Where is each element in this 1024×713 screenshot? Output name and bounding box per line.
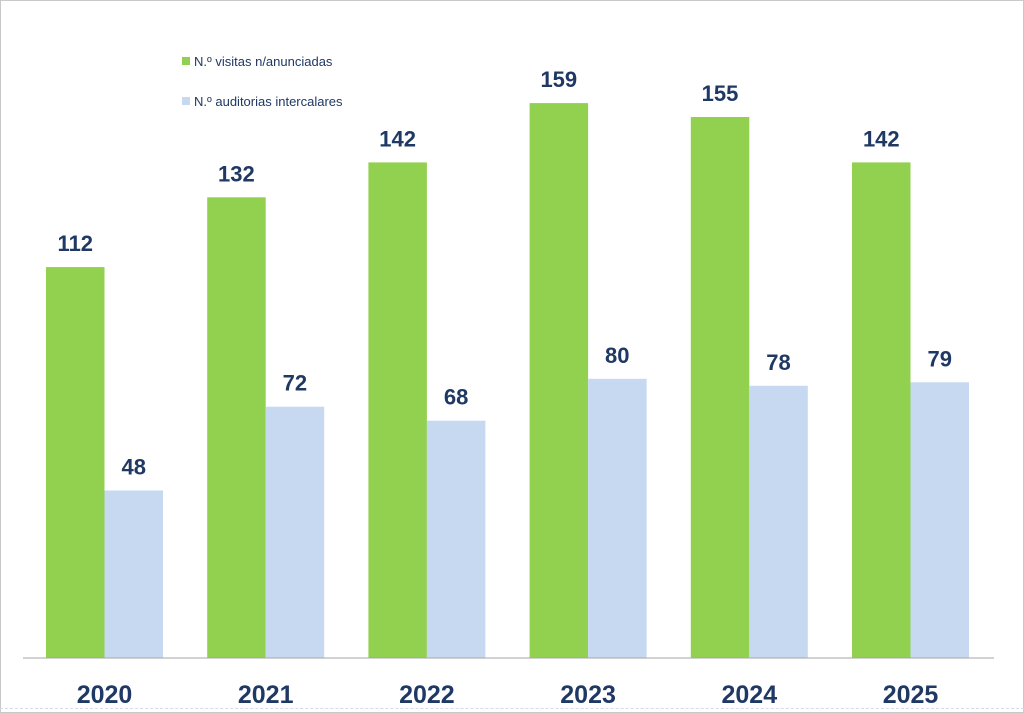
x-tick-label-2024: 2024 [721,681,777,709]
value-label-visitas-2025: 142 [863,126,900,151]
bar-auditorias-2020 [104,490,163,658]
bar-visitas-2025 [852,162,911,658]
bottom-dashed-border [0,708,1024,709]
legend-label-visitas: N.º visitas n/anunciadas [194,54,333,69]
x-axis-ticks: 2020 2021 2022 2023 2024 2025 [77,681,939,709]
bar-auditorias-2024 [749,385,808,658]
bar-auditorias-2023 [588,378,647,658]
legend-swatch-visitas [182,57,190,65]
bar-auditorias-2022 [426,420,486,658]
x-tick-label-2023: 2023 [560,681,616,709]
value-label-auditorias-2024: 78 [766,350,790,375]
bar-auditorias-2021 [265,406,325,658]
bar-auditorias-2025 [910,382,969,658]
value-label-auditorias-2022: 68 [444,385,468,410]
value-label-visitas-2021: 132 [218,161,255,186]
legend: N.º visitas n/anunciadas N.º auditorias … [182,54,343,109]
x-tick-label-2022: 2022 [399,681,455,709]
bar-visitas-2020 [46,267,105,658]
x-tick-label-2020: 2020 [77,681,133,709]
x-tick-label-2025: 2025 [883,681,939,709]
value-labels-group: 112 48 132 72 142 68 159 80 155 78 142 79 [58,67,952,479]
bar-visitas-2022 [368,162,427,658]
bar-visitas-2024 [690,117,750,658]
bars-group [46,103,969,659]
value-label-visitas-2020: 112 [58,231,94,256]
x-tick-label-2021: 2021 [238,681,294,709]
value-label-visitas-2023: 159 [540,67,577,92]
value-label-auditorias-2020: 48 [122,455,146,480]
bar-visitas-2021 [207,197,266,659]
value-label-auditorias-2021: 72 [283,371,307,396]
legend-swatch-auditorias [182,97,190,105]
value-label-visitas-2022: 142 [379,126,416,151]
value-label-auditorias-2023: 80 [605,343,629,368]
value-label-visitas-2024: 155 [702,81,739,106]
bar-visitas-2023 [529,103,589,659]
legend-label-auditorias: N.º auditorias intercalares [194,94,343,109]
value-label-auditorias-2025: 79 [928,346,952,371]
